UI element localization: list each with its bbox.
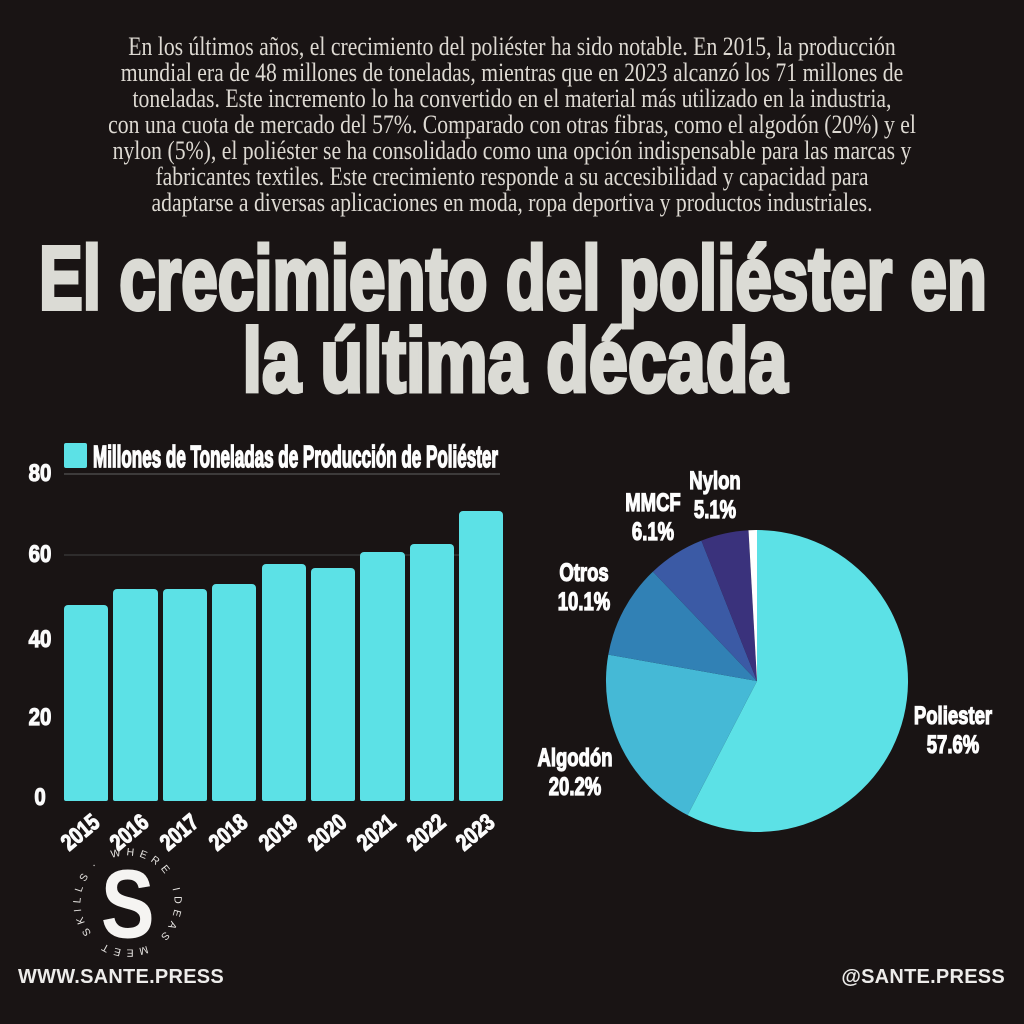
svg-text:la última década: la última década xyxy=(243,312,789,406)
svg-text:El crecimiento del poliéster e: El crecimiento del poliéster en xyxy=(39,229,987,329)
svg-text:Millones de Toneladas de Produ: Millones de Toneladas de Producción de P… xyxy=(93,439,498,474)
svg-text:S: S xyxy=(101,849,155,958)
